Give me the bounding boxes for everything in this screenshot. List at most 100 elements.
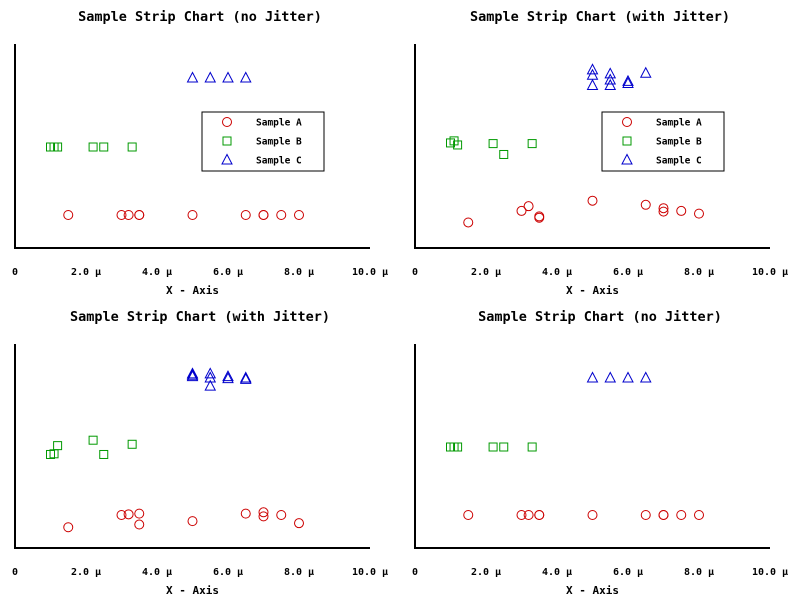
legend-entry-label: Sample B <box>256 137 302 148</box>
data-point <box>639 371 652 383</box>
data-point <box>586 63 599 75</box>
x-tick-label: 10.0 µ <box>752 567 788 578</box>
data-point <box>204 71 217 83</box>
data-point <box>622 76 634 88</box>
data-point <box>186 367 199 379</box>
data-point <box>658 206 669 217</box>
data-point <box>239 371 252 383</box>
data-point <box>99 142 109 152</box>
data-point <box>534 211 545 222</box>
data-point <box>123 210 134 220</box>
data-point <box>88 142 98 152</box>
data-point <box>527 139 537 149</box>
x-tick-label: 4.0 µ <box>542 267 572 278</box>
data-point <box>116 510 127 520</box>
series-triangle <box>586 371 652 383</box>
data-point <box>186 368 199 380</box>
x-tick-label: 2.0 µ <box>71 567 101 578</box>
data-point <box>186 370 199 382</box>
series-triangle <box>186 71 252 83</box>
data-point <box>658 203 669 214</box>
data-point <box>187 516 198 527</box>
x-axis-label: X - Axis <box>566 584 619 597</box>
data-point <box>186 71 199 83</box>
data-point <box>258 507 269 518</box>
x-tick-label: 10.0 µ <box>352 567 388 578</box>
x-tick-label: 6.0 µ <box>613 267 643 278</box>
data-point <box>534 510 545 520</box>
data-point <box>516 205 527 216</box>
data-point <box>586 371 599 383</box>
data-point <box>127 439 137 449</box>
series-circle <box>463 510 704 520</box>
data-point <box>604 78 617 90</box>
x-tick-label: 10.0 µ <box>752 267 788 278</box>
data-point <box>99 449 109 459</box>
chart-panel-2: Sample Strip Chart (with Jitter) 0 2.0 µ 4.… <box>412 9 788 297</box>
data-point <box>586 78 599 90</box>
series-triangle <box>586 63 652 90</box>
data-point <box>134 508 145 519</box>
legend: Sample A Sample B Sample C <box>601 111 725 172</box>
data-point <box>622 371 634 383</box>
data-point <box>258 511 269 522</box>
series-circle <box>463 195 704 228</box>
data-point <box>239 372 252 384</box>
series-triangle <box>186 367 252 391</box>
series-circle <box>63 507 304 533</box>
data-point <box>604 73 617 85</box>
x-tick-label: 6.0 µ <box>613 567 643 578</box>
data-point <box>63 210 74 220</box>
data-point <box>604 371 617 383</box>
data-point <box>123 509 134 520</box>
x-tick-label: 2.0 µ <box>471 567 501 578</box>
data-point <box>276 210 287 220</box>
legend-marker <box>222 136 232 146</box>
legend-marker <box>622 117 632 127</box>
x-tick-label: 8.0 µ <box>284 267 314 278</box>
data-point <box>294 210 304 220</box>
chart-panel-3: Sample Strip Chart (with Jitter) 0 2.0 µ 4.… <box>12 309 388 597</box>
x-axis-label: X - Axis <box>166 584 219 597</box>
data-point <box>694 510 704 520</box>
data-point <box>204 379 217 391</box>
data-point <box>463 217 474 228</box>
x-tick-label: 6.0 µ <box>213 267 243 278</box>
data-point <box>499 442 509 452</box>
data-point <box>676 205 687 216</box>
data-point <box>604 67 617 79</box>
chart-title: Sample Strip Chart (no Jitter) <box>478 309 722 325</box>
x-tick-label: 8.0 µ <box>684 267 714 278</box>
x-tick-label: 8.0 µ <box>684 567 714 578</box>
legend-marker <box>222 117 232 127</box>
x-tick-label: 0 <box>12 567 18 578</box>
x-tick-label: 0 <box>412 267 418 278</box>
data-point <box>516 510 527 520</box>
legend-entry-label: Sample C <box>656 156 702 167</box>
data-point <box>134 210 145 220</box>
series-square <box>446 136 537 159</box>
chart-title: Sample Strip Chart (with Jitter) <box>470 9 730 25</box>
legend-marker <box>621 153 633 165</box>
data-point <box>488 442 498 452</box>
data-point <box>239 71 252 83</box>
legend-entry-label: Sample C <box>256 156 302 167</box>
data-point <box>222 372 234 384</box>
data-point <box>523 510 534 520</box>
data-point <box>453 140 463 150</box>
legend-marker <box>622 136 632 146</box>
data-point <box>694 208 704 219</box>
x-tick-label: 2.0 µ <box>471 267 501 278</box>
data-point <box>53 142 63 152</box>
chart-panel-4: Sample Strip Chart (no Jitter) 0 2.0 µ 4.0 … <box>412 309 788 597</box>
data-point <box>587 510 598 520</box>
data-point <box>523 201 534 212</box>
x-tick-label: 4.0 µ <box>142 567 172 578</box>
data-point <box>658 510 669 520</box>
series-square <box>446 442 537 452</box>
x-tick-label: 0 <box>412 567 418 578</box>
data-point <box>499 149 509 159</box>
x-axis-label: X - Axis <box>166 284 219 297</box>
data-point <box>276 510 287 520</box>
